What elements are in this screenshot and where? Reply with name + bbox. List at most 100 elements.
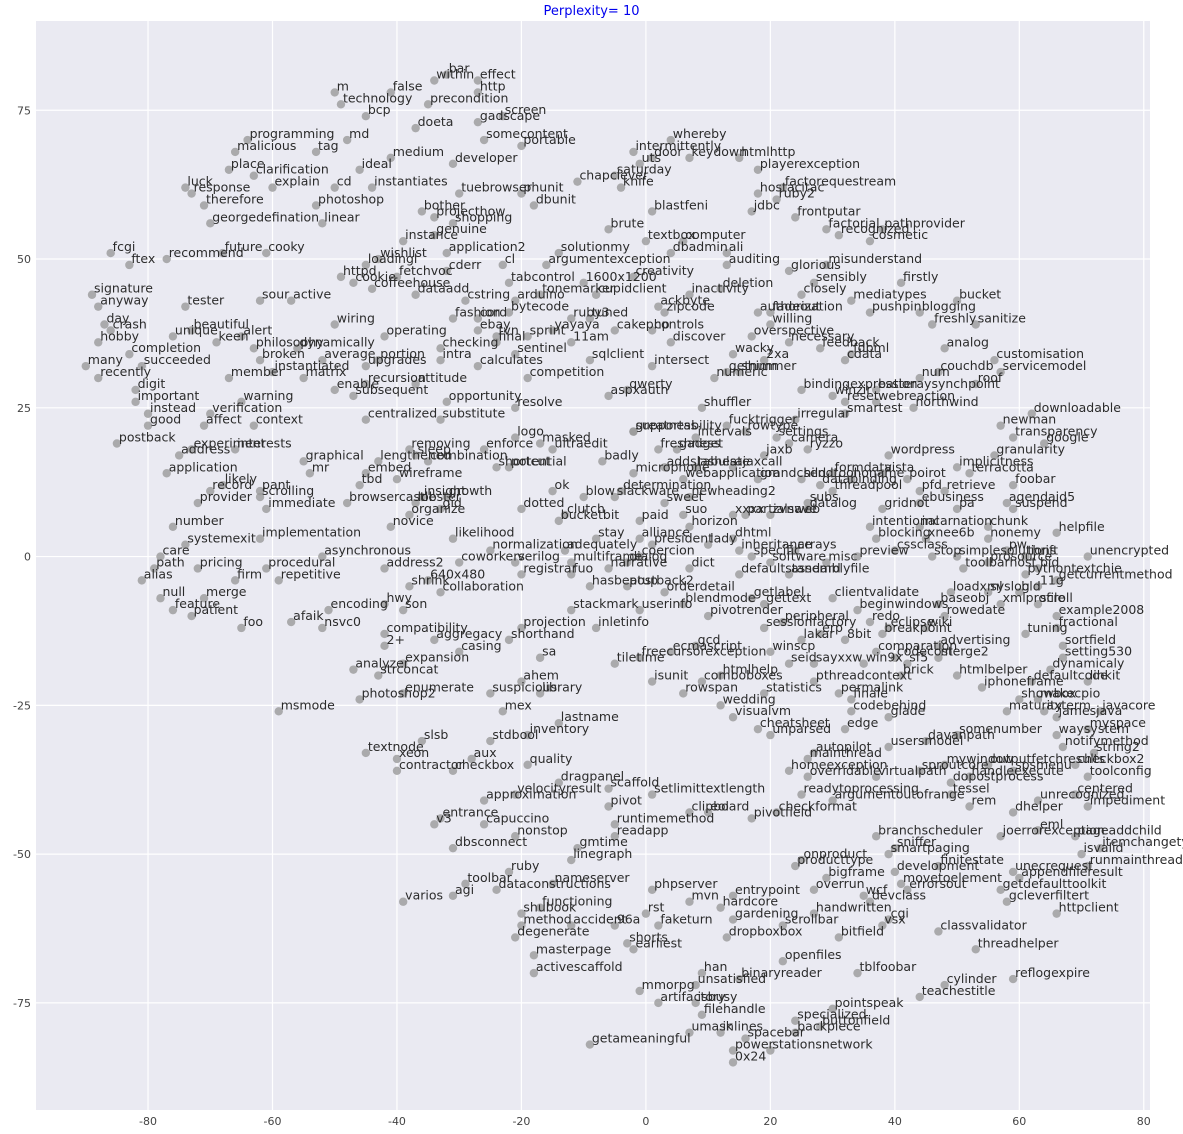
point-label: roof [978,370,1003,385]
data-point [548,879,557,889]
data-point [915,308,924,317]
point-label: agendaid5 [1009,489,1075,504]
point-label: pw [1009,537,1027,552]
data-point [735,974,744,984]
point-label: inventory [530,721,590,736]
point-label: dbadmin [673,239,728,254]
data-point [809,885,819,895]
data-point [199,421,209,430]
point-label: partialsave [747,501,817,516]
point-label: cheatsheet [760,715,830,730]
data-point [436,588,445,597]
point-label: foobar [1015,471,1056,486]
point-label: blendmode [685,590,756,605]
point-label: seid [791,650,817,665]
data-point [81,361,90,371]
point-label: brute [611,215,645,230]
point-label: settings [779,424,829,439]
point-label: tuebrowser [461,180,532,195]
point-label: assemblyfile [791,560,870,575]
point-label: stationsnetwork [772,1036,873,1051]
data-point [193,498,203,508]
data-point [548,445,557,454]
point-label: cosmetic [872,227,928,242]
point-label: bucket [959,287,1001,302]
point-label: provider [200,489,253,504]
point-label: auditing [729,251,780,266]
data-point [853,605,862,615]
data-point [965,772,974,781]
point-label: closely [803,281,847,296]
point-label: nonemy [990,525,1041,540]
point-label: pivotfield [754,804,812,819]
point-label: arrays [797,537,836,552]
point-label: firm [237,566,262,581]
data-point [971,945,980,954]
data-point [847,350,856,359]
data-point [461,296,470,305]
data-point [629,272,638,282]
data-point [996,599,1005,609]
point-label: slackware [617,483,680,498]
data-point [567,558,576,567]
data-point [492,338,501,347]
point-label: readapp [617,822,669,837]
point-label: ajaxcall [735,453,782,468]
point-label: toolbar [467,870,512,885]
point-label: couchdb [940,358,993,373]
point-label: likelihood [455,525,515,540]
data-point [952,296,962,305]
data-point [1002,546,1012,555]
data-point [1033,695,1043,704]
point-label: shubook [523,900,577,915]
data-point [915,498,924,508]
data-point [946,588,956,597]
point-label: fashion [455,305,501,320]
data-point [517,570,526,579]
point-label: digit [138,376,166,391]
point-label: horizon [691,513,737,528]
point-label: cderr [449,257,482,272]
point-label: genuine [436,221,487,236]
point-label: pageaddchild [1077,822,1161,837]
point-label: specialized [797,1007,866,1022]
point-label: umask [691,1019,733,1034]
point-label: 96a [617,912,641,927]
point-label: sa [542,644,556,659]
data-point [367,284,377,293]
point-label: sortfield [1065,632,1116,647]
point-label: glade [891,703,926,718]
point-label: sniffer [897,834,937,849]
point-label: computer [685,227,746,242]
data-point [355,695,364,704]
point-label: enforce [486,435,533,450]
data-point [355,165,364,174]
point-label: notifymethod [1065,733,1149,748]
data-point [498,112,507,121]
point-label: subs [810,489,839,504]
data-point [878,504,887,514]
data-point [759,355,769,365]
data-point [778,921,788,930]
point-label: tiletime [617,650,665,665]
data-point [386,153,395,163]
data-point [274,576,283,585]
data-point [249,421,259,430]
data-point [884,451,893,460]
point-label: activescaffold [536,959,623,974]
data-point [94,338,103,347]
data-point [430,213,439,222]
point-label: nameserver [555,870,631,885]
data-point [977,683,987,692]
data-point [983,760,993,770]
data-point [766,647,775,656]
point-label: active [293,287,331,302]
data-point [398,897,408,906]
data-point [828,1004,837,1014]
point-label: shrink [411,572,450,587]
point-label: functioning [542,894,612,909]
data-point [311,201,321,210]
data-point [629,945,638,954]
point-label: upgrades [368,352,427,367]
point-label: intersect [654,352,709,367]
